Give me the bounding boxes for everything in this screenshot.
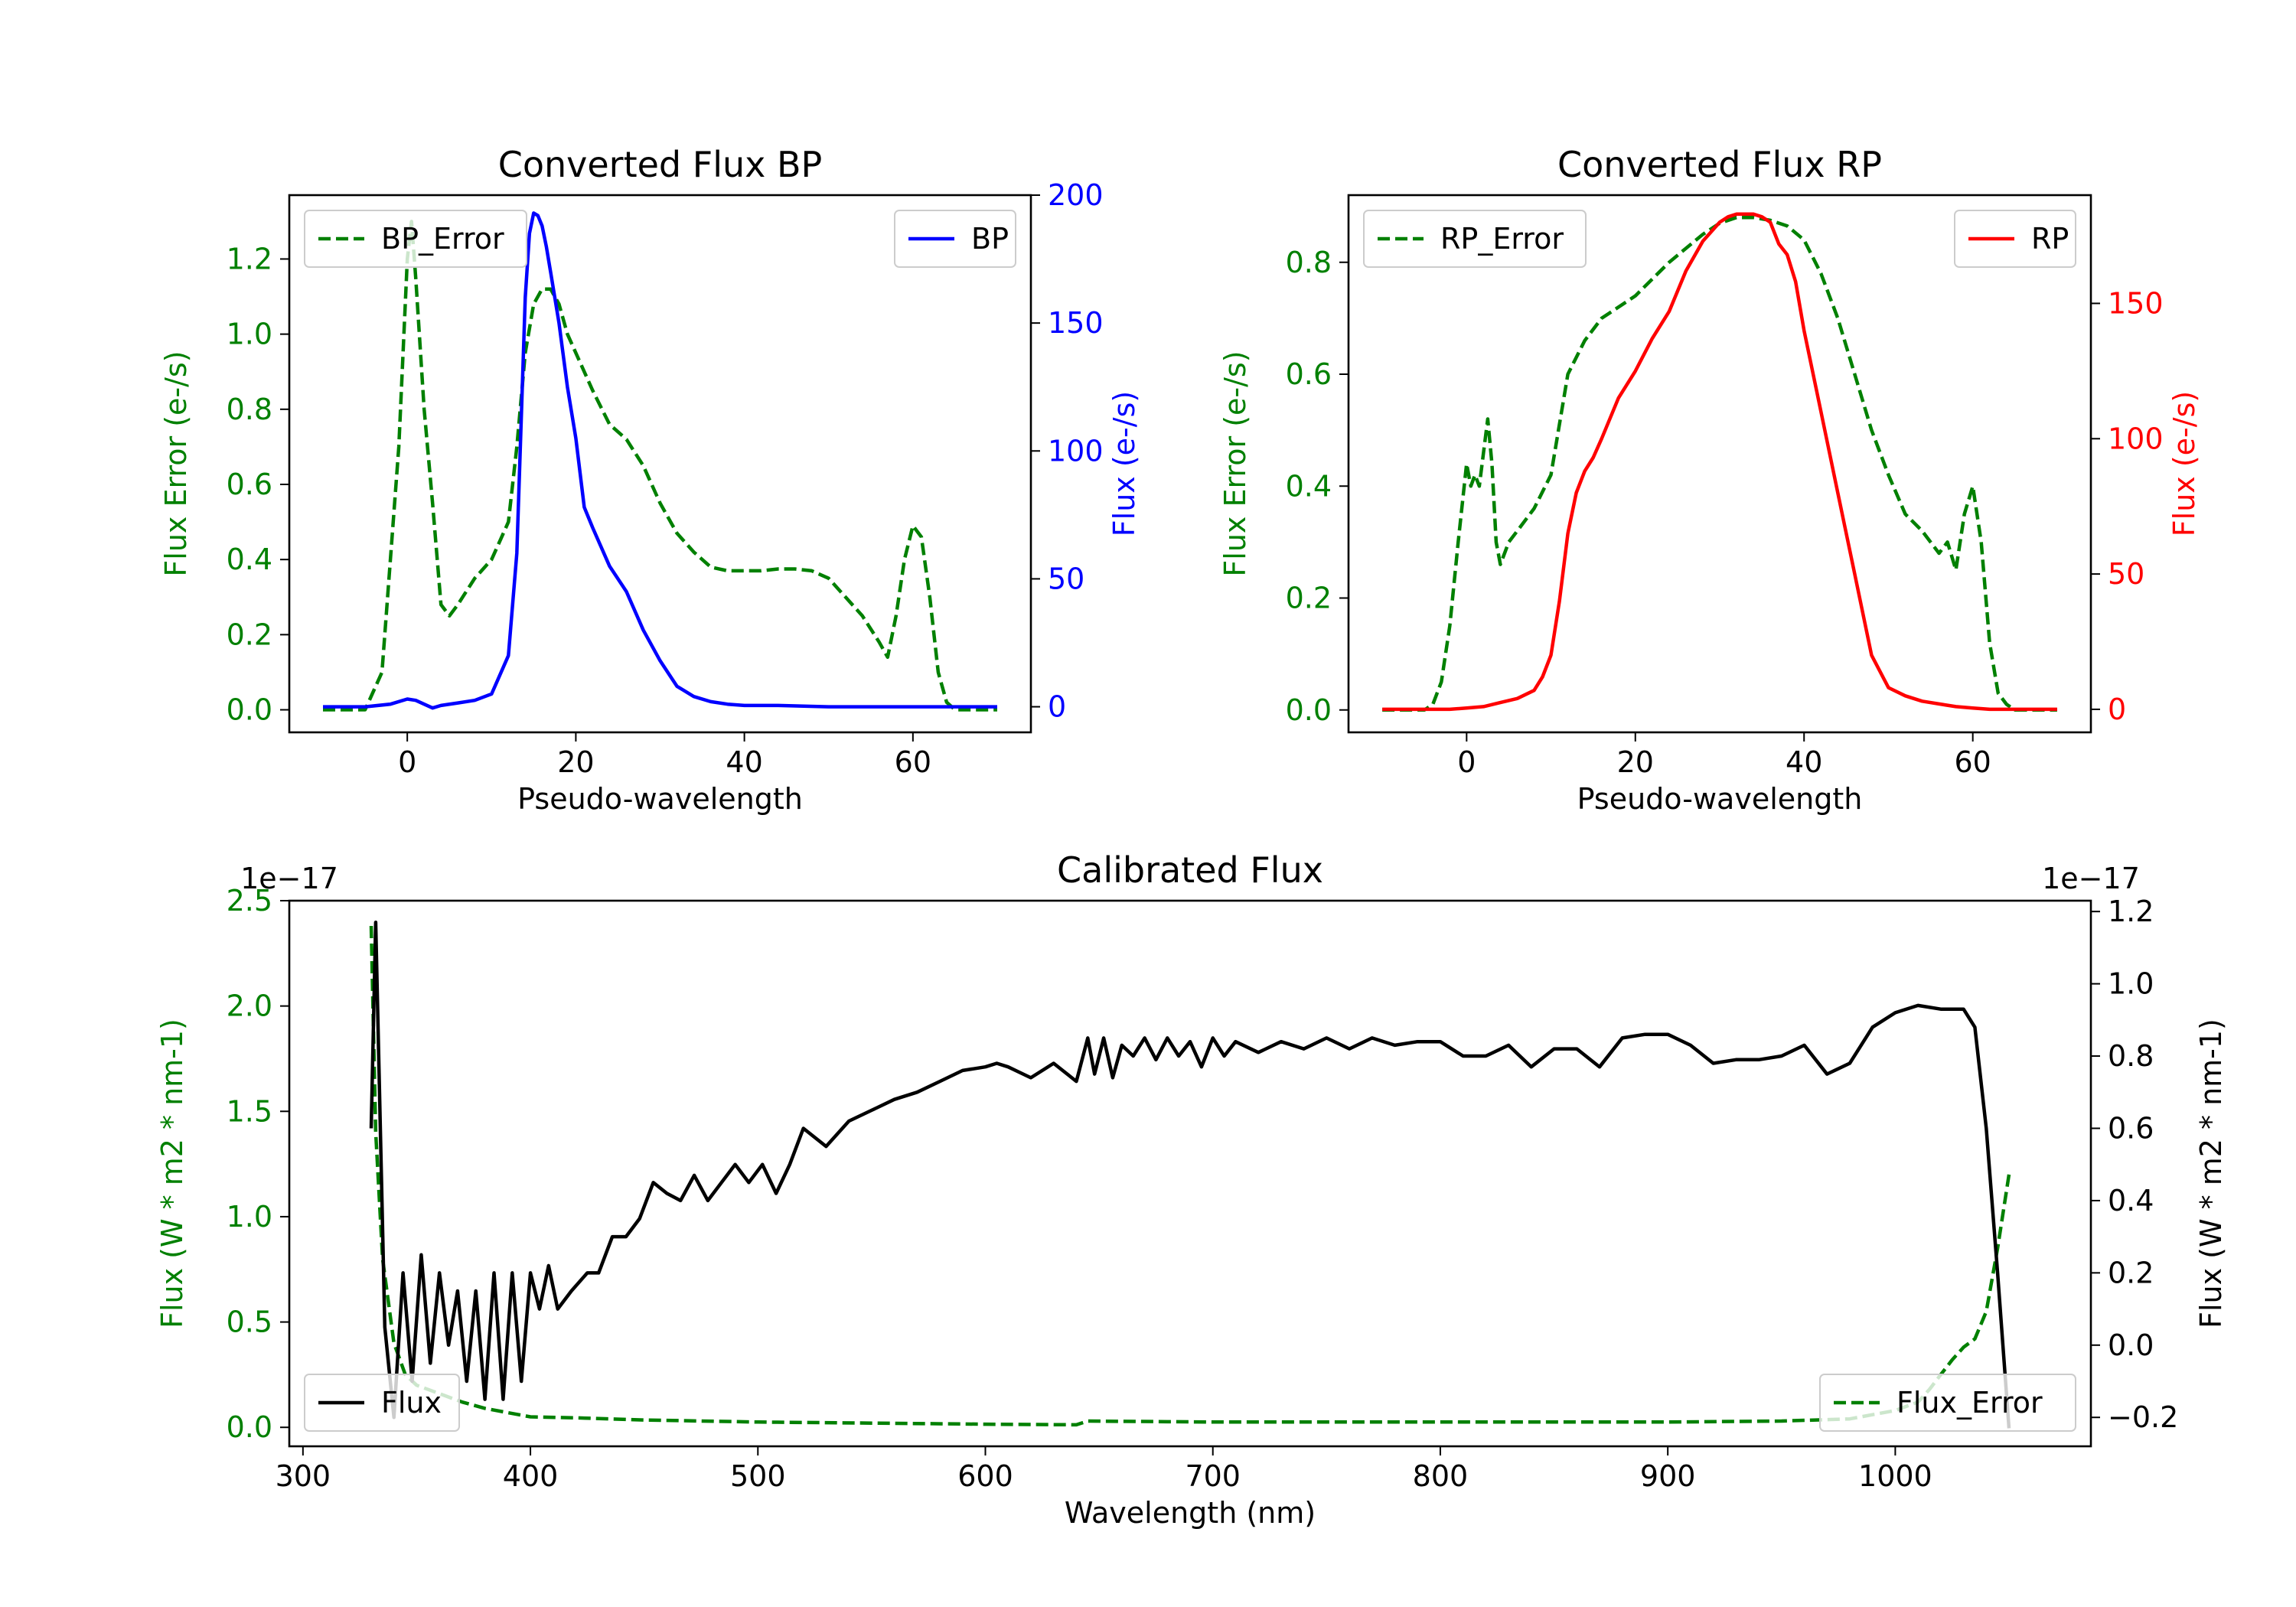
bp-right-tick-label: 200 [1048,178,1104,212]
bp-right-tick-label: 0 [1048,690,1066,724]
cal-left-axis-label: Flux (W * m2 * nm-1) [155,1019,189,1328]
calibrated-panel: Calibrated Flux 300 400 500 600 700 800 900 1000… [155,849,2228,1530]
cal-flux-line [369,921,2011,1429]
rp-right-tick-label: 50 [2108,557,2144,591]
cal-left-tick-label: 0.0 [227,1410,272,1444]
bp-legend-label: BP_Error [381,222,504,256]
cal-x-tick-label: 500 [730,1459,786,1493]
rp-x-axis-label: Pseudo-wavelength [1577,782,1863,816]
bp-x-tick-label: 60 [895,745,931,779]
bp-legend-box [894,210,1016,268]
rp-left-tick-label: 0.6 [1286,357,1332,391]
cal-right-tick-label: 0.2 [2108,1256,2154,1289]
bp-left-tick-label: 1.2 [227,242,272,275]
bp-left-tick-label: 0.4 [227,543,272,576]
cal-left-tick-label: 2.5 [227,884,272,918]
cal-right-offset-text: 1e−17 [2042,862,2140,895]
bp-left-tick-label: 0.2 [227,618,272,651]
rp-x-tick-label: 40 [1786,745,1822,779]
rp-right-tick-label: 0 [2108,693,2126,726]
cal-flux-error-line [369,925,2011,1427]
rp-right-tick-label: 150 [2108,286,2164,320]
rp-left-axis-label: Flux Error (e-/s) [1218,350,1252,576]
rp-right-axis-label: Flux (e-/s) [2167,391,2201,536]
bp-right-tick-label: 100 [1048,434,1104,468]
cal-x-tick-label: 800 [1413,1459,1469,1493]
bp-x-tick-label: 40 [726,745,762,779]
rp-legend-label: RP_Error [1440,222,1564,256]
cal-right-tick-label: −0.2 [2108,1400,2178,1434]
cal-left-offset-text: 1e−17 [240,862,338,895]
bp-legend-box [304,210,527,268]
cal-title: Calibrated Flux [1057,849,1323,891]
rp-x-tick-label: 20 [1617,745,1654,779]
rp-left-tick-label: 0.2 [1286,582,1332,615]
cal-legend-box [1819,1374,2076,1432]
cal-legend-box [304,1374,460,1432]
cal-left-tick-label: 1.5 [227,1094,272,1128]
rp-legend-label: RP [2031,222,2069,256]
rp-left-tick-label: 0.8 [1286,246,1332,279]
rp-title: Converted Flux RP [1557,144,1882,185]
cal-x-tick-label: 300 [276,1459,331,1493]
cal-legend-label: Flux_Error [1896,1386,2043,1420]
bp-x-tick-label: 0 [398,745,416,779]
cal-x-tick-label: 900 [1640,1459,1696,1493]
bp-left-tick-label: 1.0 [227,318,272,351]
cal-x-axis-label: Wavelength (nm) [1065,1496,1316,1530]
bp-left-tick-label: 0.0 [227,693,272,727]
rp-x-tick-label: 60 [1955,745,1991,779]
rp-legend-box [1363,210,1587,268]
cal-right-tick-label: 0.0 [2108,1328,2154,1362]
cal-right-tick-label: 1.2 [2108,895,2154,928]
rp-rp-line [1382,212,2057,712]
cal-right-tick-label: 0.6 [2108,1111,2154,1145]
bp-right-tick-label: 150 [1048,306,1104,340]
bp-right-axis-label: Flux (e-/s) [1107,391,1141,536]
cal-left-tick-label: 1.0 [227,1200,272,1234]
rp-left-tick-label: 0.0 [1286,693,1332,727]
rp-axes-frame [1347,194,2092,734]
bp-title: Converted Flux BP [498,144,823,185]
bp-left-axis-label: Flux Error (e-/s) [159,350,193,576]
cal-right-axis-label: Flux (W * m2 * nm-1) [2194,1019,2228,1328]
bp-legend-label: BP [971,222,1009,256]
cal-axes-frame [288,899,2092,1448]
cal-x-tick-label: 400 [503,1459,559,1493]
rp-left-tick-label: 0.4 [1286,469,1332,503]
cal-left-tick-label: 0.5 [227,1305,272,1339]
bp-x-tick-label: 20 [557,745,594,779]
bp-axes-frame [288,194,1032,734]
bp-left-tick-label: 0.8 [227,393,272,426]
bp-bp-error-line [323,220,997,712]
cal-x-tick-label: 1000 [1858,1459,1932,1493]
rp-x-tick-label: 0 [1457,745,1476,779]
bp-x-axis-label: Pseudo-wavelength [517,782,803,816]
rp-right-tick-label: 100 [2108,422,2164,455]
bp-left-tick-label: 0.6 [227,468,272,501]
rp-legend-box [1954,210,2076,268]
cal-left-tick-label: 2.0 [227,989,272,1023]
rp-panel: Converted Flux RP 0 20 40 60 Pseudo-wavelengt… [1218,144,2201,816]
bp-right-tick-label: 50 [1048,562,1084,595]
cal-right-tick-label: 1.0 [2108,967,2154,1001]
rp-rp-error-line [1382,216,2057,712]
cal-legend-label: Flux [381,1386,442,1420]
bp-panel: Converted Flux BP 0 20 40 60 Pseudo-wavelengt… [159,144,1141,816]
cal-x-tick-label: 600 [957,1459,1013,1493]
bp-bp-line [323,211,997,710]
cal-right-tick-label: 0.4 [2108,1184,2154,1217]
cal-right-tick-label: 0.8 [2108,1039,2154,1073]
cal-x-tick-label: 700 [1185,1459,1241,1493]
